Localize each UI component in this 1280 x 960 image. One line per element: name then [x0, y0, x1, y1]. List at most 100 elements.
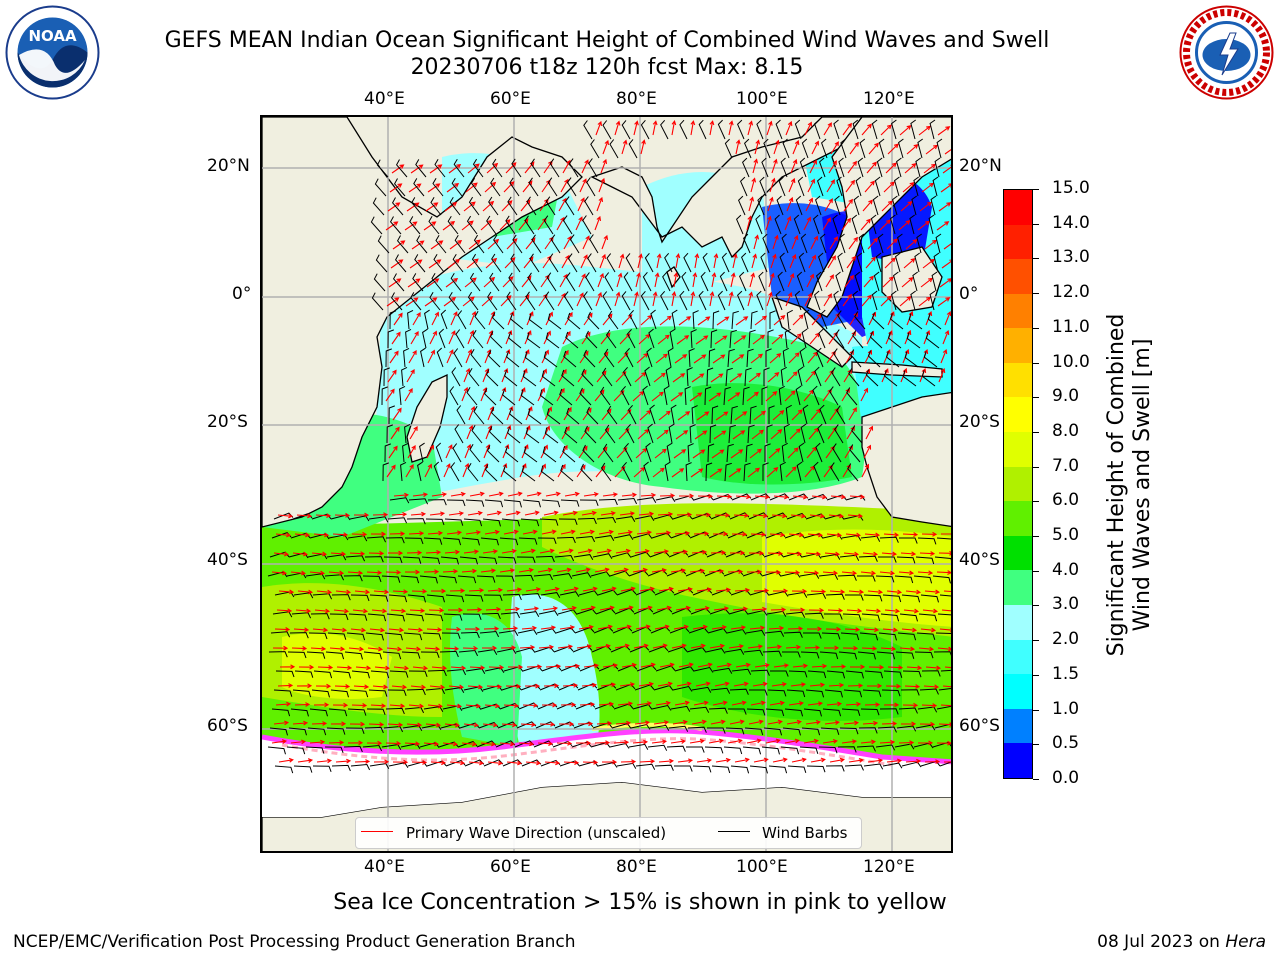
- wave-direction-arrow: [709, 120, 715, 136]
- wind-barb: [801, 328, 808, 349]
- wind-barb: [837, 574, 857, 581]
- wave-direction-arrow: [429, 511, 446, 517]
- wave-direction-arrow: [537, 567, 553, 573]
- wave-direction-arrow: [708, 738, 724, 744]
- wind-barb: [520, 389, 535, 406]
- wave-direction-arrow: [581, 682, 598, 688]
- colorbar-segment: [1004, 189, 1032, 225]
- wind-barb: [691, 405, 698, 425]
- wave-direction-arrow: [903, 258, 916, 269]
- wind-barb: [712, 310, 720, 330]
- wind-barb: [405, 328, 412, 349]
- wind-barb: [575, 535, 596, 543]
- wave-direction-arrow: [409, 608, 426, 613]
- wind-barb: [858, 727, 878, 734]
- wind-barb: [521, 465, 536, 482]
- wind-barb: [761, 746, 780, 755]
- wave-direction-arrow: [678, 493, 695, 499]
- wind-barb: [730, 405, 738, 425]
- wave-direction-arrow: [518, 567, 534, 573]
- wave-direction-arrow: [465, 182, 478, 193]
- wind-barb: [623, 272, 633, 292]
- wave-direction-arrow: [884, 257, 896, 269]
- wind-barb: [449, 196, 461, 216]
- wave-direction-arrow: [354, 759, 371, 764]
- wave-direction-arrow: [278, 757, 294, 763]
- wind-barb: [898, 138, 904, 159]
- wind-barb: [891, 290, 897, 311]
- wave-direction-arrow: [408, 183, 422, 193]
- wind-barb: [585, 330, 598, 349]
- wind-barb: [836, 405, 846, 425]
- wave-direction-arrow: [734, 587, 751, 593]
- wind-barb: [770, 670, 789, 677]
- wind-barb: [407, 594, 426, 603]
- wind-barb: [427, 499, 447, 506]
- wind-barb: [383, 367, 390, 387]
- wind-barb: [710, 329, 718, 349]
- wind-barb: [484, 499, 504, 508]
- wind-barb: [332, 670, 351, 679]
- wind-barb: [466, 387, 478, 406]
- wave-direction-arrow: [594, 567, 610, 573]
- wind-barb: [502, 389, 516, 406]
- wave-direction-arrow: [770, 429, 783, 440]
- wind-barb: [776, 195, 784, 216]
- wave-direction-arrow: [335, 589, 352, 595]
- wave-direction-arrow: [904, 684, 921, 689]
- wave-direction-arrow: [501, 722, 518, 728]
- wave-direction-arrow: [333, 608, 350, 614]
- wave-direction-arrow: [864, 702, 881, 707]
- wave-direction-arrow: [709, 291, 715, 307]
- wind-barb: [582, 444, 595, 463]
- wind-barb: [898, 707, 918, 714]
- wind-barb: [725, 367, 733, 387]
- wind-barb: [350, 594, 370, 602]
- wave-direction-arrow: [808, 607, 825, 613]
- wave-direction-arrow: [580, 254, 588, 269]
- wave-direction-arrow: [636, 530, 653, 536]
- wind-barb: [569, 234, 580, 254]
- wave-direction-arrow: [390, 426, 400, 440]
- wind-barb: [421, 556, 441, 565]
- colorbar-tick-label: 2.0: [1052, 629, 1080, 650]
- wind-barb: [504, 370, 518, 387]
- legend-wind-barbs-label: Wind Barbs: [762, 824, 848, 842]
- wave-direction-arrow: [917, 570, 934, 576]
- wind-barb: [806, 592, 827, 599]
- wind-barb: [730, 765, 750, 774]
- wind-barb: [876, 157, 883, 178]
- wind-barb: [782, 651, 801, 658]
- wind-barb: [435, 442, 443, 463]
- wind-barb: [595, 607, 616, 615]
- colorbar-tick-label: 1.0: [1052, 698, 1080, 719]
- wind-barb: [909, 214, 915, 235]
- wind-barb: [601, 367, 613, 387]
- wave-direction-arrow: [410, 164, 424, 174]
- wave-direction-arrow: [729, 550, 746, 556]
- wind-barb: [611, 723, 632, 729]
- wave-direction-arrow: [391, 512, 408, 517]
- wave-direction-arrow: [391, 684, 408, 690]
- wind-barb: [439, 650, 459, 658]
- wind-barb: [545, 196, 556, 216]
- wind-barb: [622, 366, 632, 387]
- wind-barb: [410, 292, 422, 311]
- wave-direction-arrow: [805, 719, 821, 725]
- wind-barb: [761, 386, 768, 405]
- wind-barb: [902, 670, 922, 678]
- wave-direction-arrow: [845, 532, 862, 538]
- wind-barb: [750, 310, 758, 330]
- wind-barb: [749, 405, 757, 425]
- wind-barb: [425, 518, 445, 526]
- wave-direction-arrow: [366, 740, 383, 746]
- wave-direction-arrow: [602, 139, 610, 155]
- wind-barb: [602, 443, 614, 463]
- wave-direction-arrow: [443, 463, 451, 478]
- wave-direction-arrow: [314, 608, 331, 614]
- wave-direction-arrow: [841, 739, 858, 745]
- wind-barb: [518, 537, 538, 545]
- wave-direction-arrow: [521, 625, 538, 631]
- wind-barb: [545, 332, 560, 349]
- legend-wave-direction-swatch: [361, 831, 393, 832]
